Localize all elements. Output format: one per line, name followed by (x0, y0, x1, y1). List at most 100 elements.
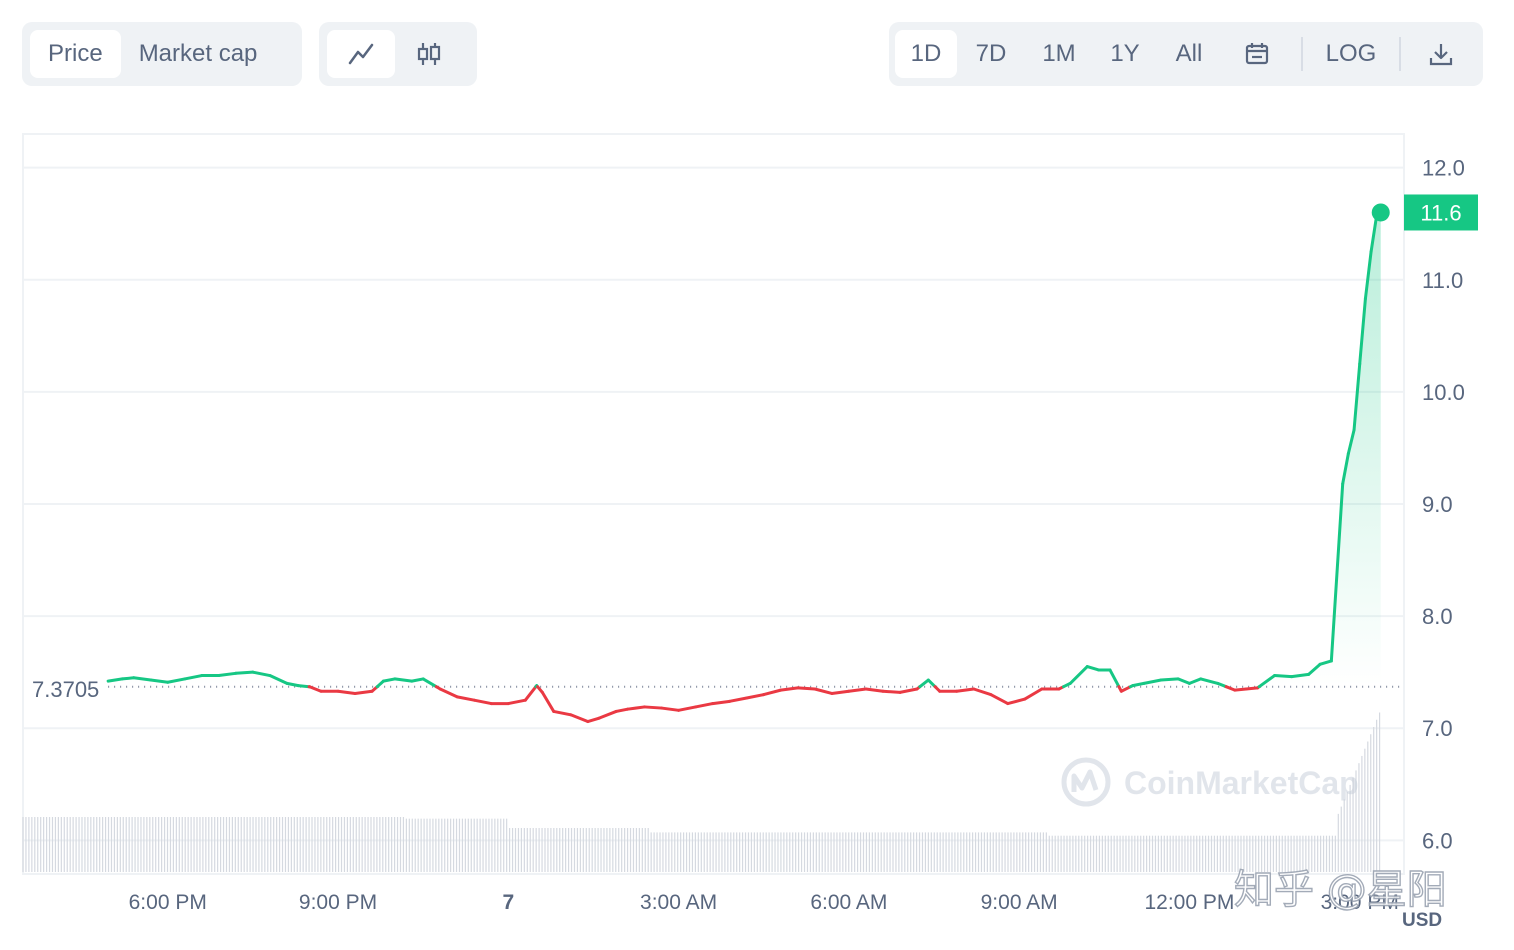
x-tick-label: 3:00 PM (1321, 891, 1399, 914)
y-axis: 6.0 7.0 8.0 9.0 10.0 11.0 12.0 (1422, 156, 1465, 854)
candlestick-icon (417, 43, 441, 65)
gridlines (23, 166, 1404, 842)
line-chart-button[interactable] (327, 30, 395, 78)
price-segment-down (569, 713, 590, 724)
price-segment-up (106, 677, 124, 683)
range-toolbar: 1D 7D 1M 1Y All LOG (889, 22, 1483, 86)
price-segment-down (779, 686, 800, 692)
price-segment-down (694, 702, 715, 709)
calendar-icon (1245, 43, 1269, 65)
y-tick-label: 9.0 (1422, 492, 1453, 517)
current-price-dot (1371, 203, 1390, 222)
x-tick-label: 3:00 AM (640, 891, 717, 914)
price-segment-up (1346, 428, 1356, 456)
price-segment-up (1318, 659, 1333, 666)
price-segment-down (472, 698, 493, 706)
price-segment-down (540, 690, 556, 713)
price-segment-up (132, 676, 153, 682)
price-segment-up (1108, 668, 1121, 689)
price-segment-up (120, 676, 136, 681)
range-1y[interactable]: 1Y (1110, 40, 1140, 67)
price-segment-down (455, 695, 476, 702)
y-tick-label: 12.0 (1422, 156, 1465, 181)
tab-market-cap[interactable]: Market cap (138, 40, 258, 67)
price-line (106, 210, 1383, 724)
watermark-brand: CoinMarketCap (1124, 765, 1359, 801)
candlestick-button[interactable] (395, 30, 463, 78)
price-segment-up (1085, 665, 1101, 672)
price-segment-down (796, 686, 817, 691)
x-tick-label: 9:00 PM (299, 891, 377, 914)
range-1m[interactable]: 1M (1042, 40, 1076, 67)
current-price-label: 11.6 (1420, 200, 1461, 225)
x-tick-label: 12:00 PM (1144, 891, 1234, 914)
price-segment-up (1187, 677, 1203, 685)
coinmarketcap-watermark: CoinMarketCap (1061, 757, 1359, 807)
price-segment-down (762, 688, 783, 697)
price-segment-up (1159, 677, 1180, 682)
price-segment-up (381, 677, 397, 683)
price-segment-down (881, 689, 902, 694)
range-all[interactable]: All (1175, 40, 1203, 67)
price-segment-up (1216, 681, 1228, 689)
log-scale-toggle[interactable]: LOG (1325, 40, 1377, 67)
baseline-price-label: 7.3705 (32, 677, 99, 702)
price-segment-down (438, 687, 459, 699)
price-segment-down (898, 687, 919, 694)
x-tick-label: 7 (502, 891, 514, 914)
price-segment-down (1119, 685, 1133, 693)
price-segment-up (1307, 662, 1322, 676)
toolbar-divider (1301, 37, 1303, 71)
price-segment-down (864, 687, 885, 693)
download-button[interactable] (1409, 30, 1473, 78)
price-segment-down (711, 699, 732, 706)
price-segment-up (393, 677, 414, 683)
toolbar-divider (1399, 37, 1401, 71)
download-icon (1429, 44, 1453, 66)
price-segment-down (506, 698, 527, 706)
price-segment-up (149, 678, 170, 684)
x-tick-label: 9:00 AM (981, 891, 1058, 914)
price-segment-up (1290, 672, 1311, 679)
price-segment-down (586, 716, 601, 724)
price-segment-down (1023, 687, 1044, 701)
price-segment-down (972, 687, 993, 697)
y-tick-label: 6.0 (1422, 828, 1453, 853)
price-segment-up (1363, 250, 1373, 301)
price-segment-up (268, 674, 289, 685)
price-segment-down (552, 709, 573, 717)
line-chart-icon (348, 43, 374, 65)
y-tick-label: 8.0 (1422, 604, 1453, 629)
price-segment-down (626, 705, 647, 711)
price-segment-up (926, 678, 937, 689)
price-segment-up (285, 681, 300, 688)
tab-price[interactable]: Price (30, 30, 121, 78)
price-segment-up (421, 677, 438, 689)
y-tick-label: 7.0 (1422, 716, 1453, 741)
metric-toggle: Price Market cap (22, 22, 302, 86)
y-tick-label: 10.0 (1422, 380, 1465, 405)
price-segment-down (1006, 697, 1027, 706)
price-segment-down (523, 685, 538, 702)
price-segment-down (847, 687, 868, 693)
coinmarketcap-logo-icon (1061, 757, 1111, 807)
price-segment-up (1341, 452, 1350, 486)
price-segment-down (813, 687, 834, 695)
range-1d[interactable]: 1D (895, 30, 957, 78)
price-segment-down (660, 706, 681, 712)
price-segment-up (1273, 674, 1294, 679)
price-segment-up (410, 677, 425, 683)
price-segment-up (1257, 674, 1277, 689)
x-axis: 6:00 PM 9:00 PM 7 3:00 AM 6:00 AM 9:00 AM 12:0… (129, 891, 1399, 914)
price-segment-down (830, 689, 851, 695)
chart-style-toggle (319, 22, 477, 86)
price-segment-up (1176, 677, 1191, 685)
price-segment-down (728, 696, 749, 703)
price-segment-down (308, 685, 323, 693)
date-range-button[interactable] (1221, 30, 1293, 78)
price-segment-down (955, 687, 976, 693)
range-7d[interactable]: 7D (975, 40, 1007, 67)
price-segment-down (597, 709, 618, 720)
price-segment-up (217, 671, 238, 678)
